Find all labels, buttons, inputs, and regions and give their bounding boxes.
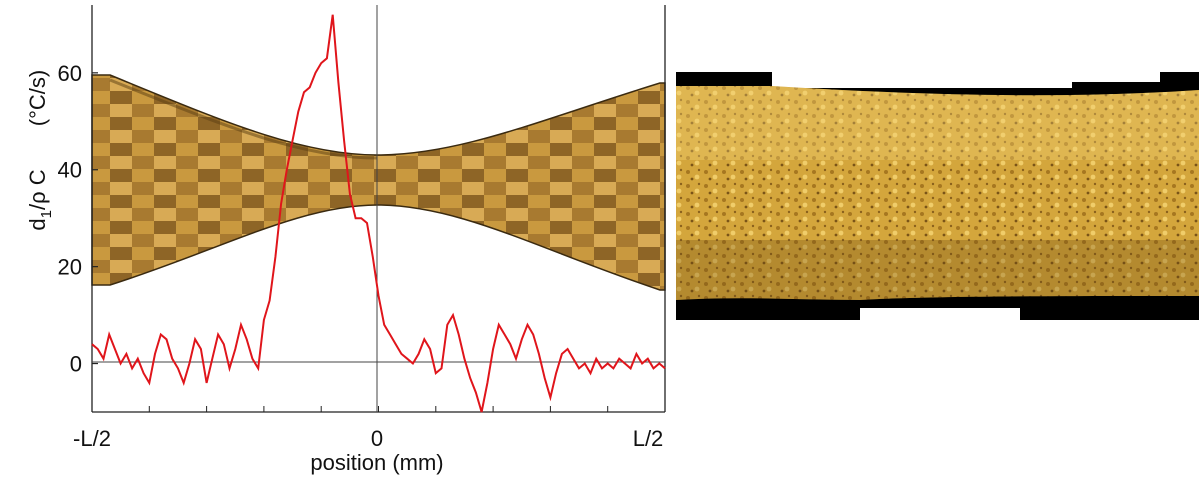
y-axis-label-main: d	[25, 218, 50, 230]
x-axis-label: position (mm)	[310, 450, 443, 475]
photo-light-overlay	[676, 86, 1199, 160]
y-axis-label-rest: /ρ C	[25, 169, 50, 210]
left-specimen-image	[91, 74, 666, 291]
y-tick-label: 40	[58, 158, 82, 183]
photo-white-notch-top-1	[772, 72, 1072, 88]
plot-axes: 0 20 40 60	[58, 5, 666, 413]
x-tick-labels: -L/2 0 L/2	[73, 426, 663, 451]
photo-white-notch-top-2	[1072, 72, 1160, 82]
specimen-micrograph-icon	[676, 86, 1199, 300]
y-axis-label-group: d1/ρ C	[25, 169, 55, 230]
photo-dark-overlay	[676, 240, 1199, 300]
y-tick-label: 0	[70, 352, 82, 377]
y-axis-label: d1/ρ C	[25, 169, 55, 230]
y-tick-label: 60	[58, 61, 82, 86]
x-tick-label-left: -L/2	[73, 426, 111, 451]
series-line	[91, 14, 666, 413]
x-tick-label-right: L/2	[633, 426, 664, 451]
y-axis-label-subscript: 1	[38, 210, 55, 218]
x-minor-ticks	[148, 406, 609, 412]
y-tick-label: 20	[58, 255, 82, 280]
hourglass-shadow-edge	[109, 78, 378, 160]
x-tick-label-center: 0	[371, 426, 383, 451]
right-specimen-photo	[676, 72, 1199, 320]
y-ticks: 0 20 40 60	[58, 61, 98, 377]
y-axis-unit: (°C/s)	[25, 70, 50, 126]
photo-white-notch-bottom	[860, 308, 1020, 320]
